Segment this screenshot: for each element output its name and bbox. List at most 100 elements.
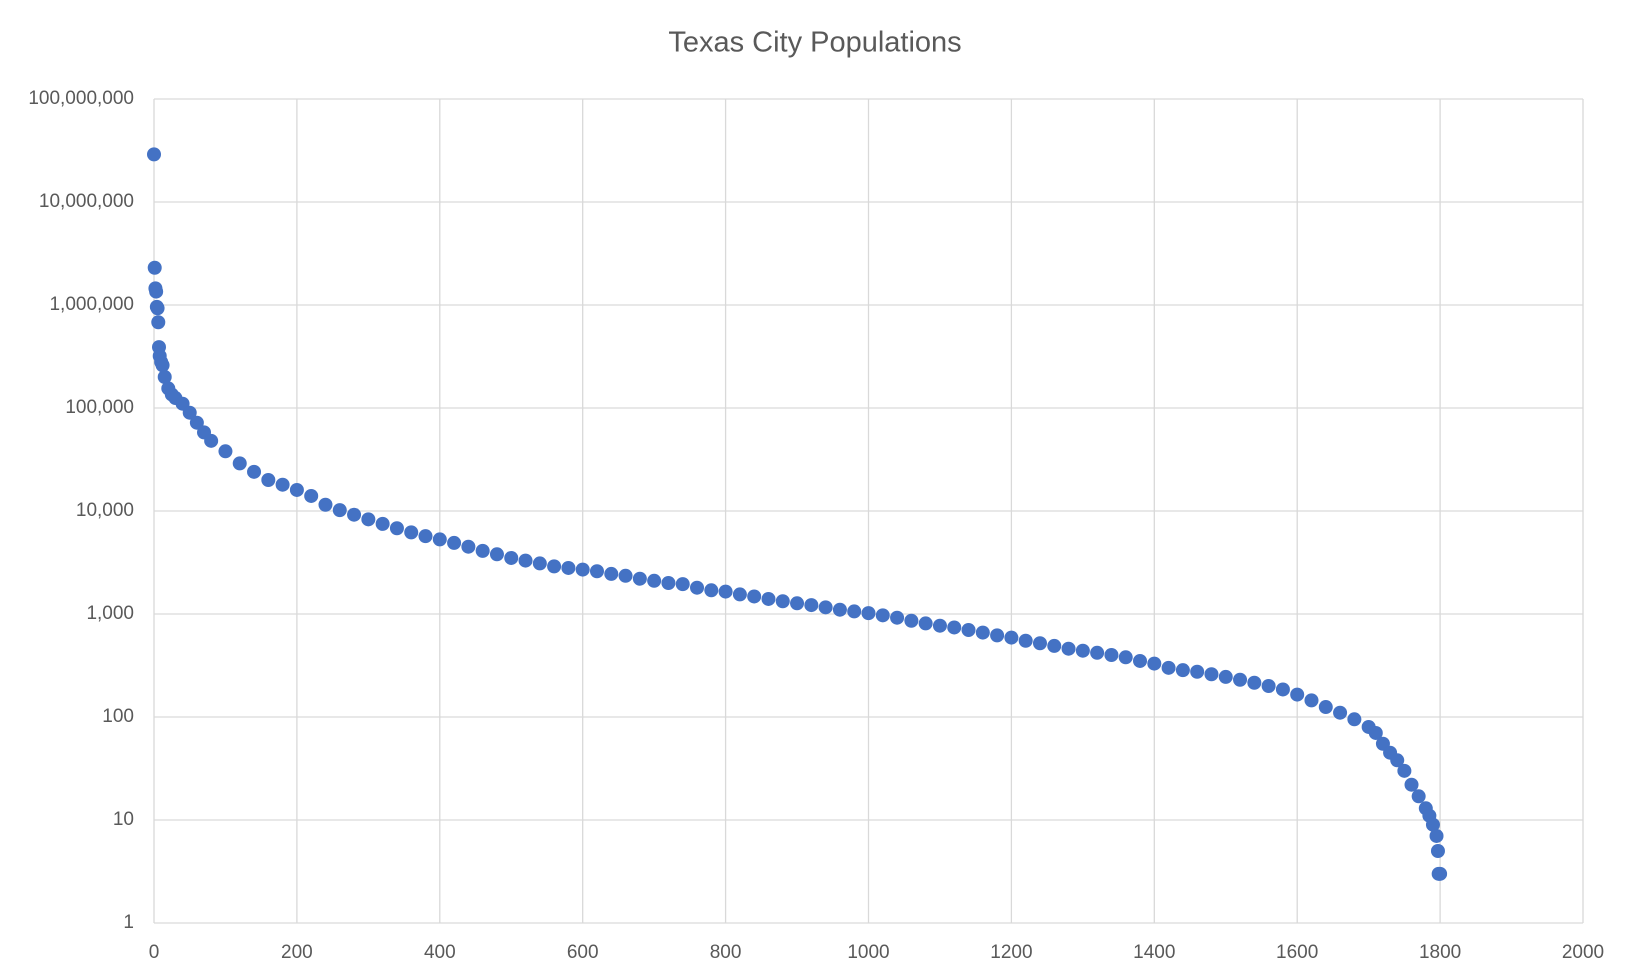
point <box>647 573 662 588</box>
point <box>904 613 919 628</box>
point <box>1233 672 1248 687</box>
point <box>218 444 233 459</box>
point <box>447 535 462 550</box>
y-tick-label: 100,000,000 <box>28 88 134 109</box>
y-tick-label: 10,000,000 <box>39 191 134 212</box>
point <box>1032 636 1047 651</box>
point <box>532 556 547 571</box>
y-tick-label: 1,000,000 <box>49 294 134 315</box>
point <box>547 559 562 574</box>
point <box>1404 777 1419 792</box>
point <box>1004 630 1019 645</box>
point <box>732 587 747 602</box>
point <box>618 568 633 583</box>
point <box>247 464 262 479</box>
point <box>1047 638 1062 653</box>
x-tick-label: 1600 <box>1276 942 1318 963</box>
point <box>1104 647 1119 662</box>
x-tick-label: 400 <box>424 942 456 963</box>
point <box>1347 712 1362 727</box>
point <box>704 583 719 598</box>
point <box>947 620 962 635</box>
point <box>675 577 690 592</box>
point <box>1397 763 1412 778</box>
point <box>847 604 862 619</box>
point <box>418 529 433 544</box>
x-tick-label: 1200 <box>990 942 1032 963</box>
point <box>875 608 890 623</box>
point <box>575 562 590 577</box>
point <box>157 369 172 384</box>
point <box>275 477 290 492</box>
point <box>332 503 347 518</box>
point <box>1061 641 1076 656</box>
point <box>1218 669 1233 684</box>
point <box>1390 753 1405 768</box>
point <box>661 575 676 590</box>
point <box>1161 660 1176 675</box>
point <box>149 284 164 299</box>
point <box>289 482 304 497</box>
point <box>790 596 805 611</box>
point <box>690 580 705 595</box>
point <box>404 525 419 540</box>
point <box>147 260 162 275</box>
point <box>504 550 519 565</box>
point <box>1204 667 1219 682</box>
point <box>990 628 1005 643</box>
point <box>1090 645 1105 660</box>
x-tick-label: 1400 <box>1133 942 1175 963</box>
y-tick-label: 10 <box>113 809 134 830</box>
point <box>182 405 197 420</box>
point <box>151 315 166 330</box>
point <box>475 543 490 558</box>
point <box>818 600 833 615</box>
point <box>1261 678 1276 693</box>
point <box>932 618 947 633</box>
point <box>832 602 847 617</box>
point <box>1433 866 1448 881</box>
point <box>261 472 276 487</box>
point <box>375 516 390 531</box>
point <box>1147 656 1162 671</box>
point <box>155 358 170 373</box>
point <box>432 532 447 547</box>
point <box>1290 687 1305 702</box>
point <box>1118 650 1133 665</box>
point <box>718 584 733 599</box>
point <box>461 539 476 554</box>
x-tick-label: 0 <box>149 942 160 963</box>
point <box>1075 643 1090 658</box>
point <box>489 547 504 562</box>
x-tick-label: 1000 <box>847 942 889 963</box>
point <box>918 616 933 631</box>
point <box>589 564 604 579</box>
x-tick-label: 800 <box>710 942 742 963</box>
point <box>1318 700 1333 715</box>
point <box>1368 725 1383 740</box>
y-tick-label: 1 <box>123 912 134 933</box>
point <box>861 606 876 621</box>
x-tick-label: 200 <box>281 942 313 963</box>
point <box>775 594 790 609</box>
point <box>189 415 204 430</box>
chart-title: Texas City Populations <box>668 27 961 59</box>
point <box>1425 817 1440 832</box>
point <box>150 301 165 316</box>
point <box>761 591 776 606</box>
point <box>961 622 976 637</box>
point <box>1275 682 1290 697</box>
x-tick-label: 1800 <box>1419 942 1461 963</box>
point <box>1333 705 1348 720</box>
point <box>1429 828 1444 843</box>
point <box>204 433 219 448</box>
point <box>975 625 990 640</box>
point <box>1247 675 1262 690</box>
point <box>747 589 762 604</box>
point <box>389 521 404 536</box>
point <box>1411 789 1426 804</box>
point <box>518 553 533 568</box>
point <box>604 566 619 581</box>
point <box>318 497 333 512</box>
y-tick-label: 1,000 <box>86 603 134 624</box>
